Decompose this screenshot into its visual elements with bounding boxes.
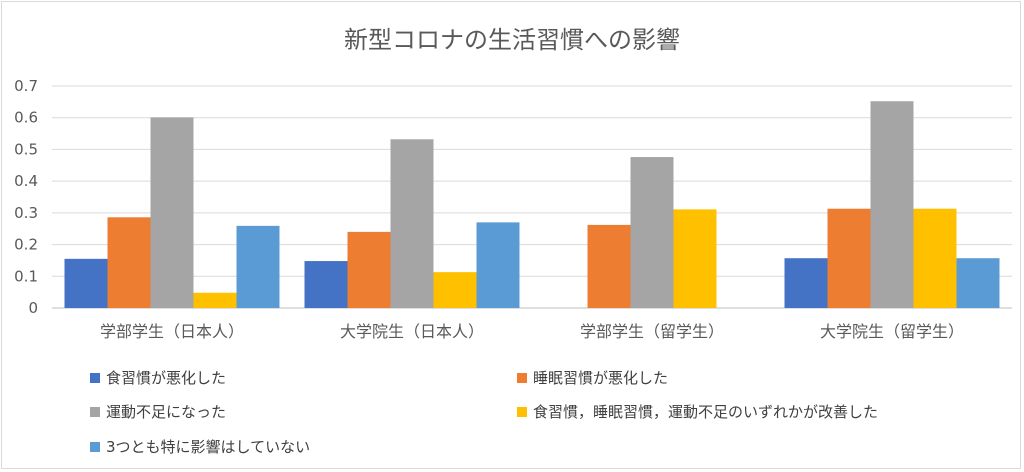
y-tick-label: 0.4 [14, 172, 38, 190]
bar [673, 209, 717, 308]
y-tick-label: 0 [28, 299, 38, 317]
y-tick-label: 0.5 [14, 140, 38, 158]
y-tick-label: 0.7 [14, 77, 38, 95]
bar [304, 261, 348, 308]
chart-title: 新型コロナの生活習慣への影響 [344, 26, 680, 54]
bar [64, 258, 108, 308]
x-tick-label: 学部学生（留学生） [580, 322, 724, 341]
bar [347, 231, 391, 308]
y-tick-label: 0.6 [14, 109, 38, 127]
bar [956, 258, 1000, 308]
y-axis: 0 0.1 0.2 0.3 0.4 0.5 0.6 0.7 [14, 77, 38, 317]
bar [433, 272, 477, 308]
bar [784, 258, 828, 308]
x-tick-label: 学部学生（日本人） [100, 322, 244, 341]
bar [193, 292, 237, 308]
bar [587, 224, 631, 308]
bar [390, 139, 434, 308]
x-tick-label: 大学院生（日本人） [340, 322, 484, 341]
bar [236, 225, 280, 308]
x-axis: 学部学生（日本人） 大学院生（日本人） 学部学生（留学生） 大学院生（留学生） [100, 322, 964, 341]
y-tick-label: 0.1 [14, 267, 38, 285]
bar [150, 117, 194, 308]
bar [630, 157, 674, 308]
bar [913, 208, 957, 308]
bars [64, 101, 1000, 308]
bar [870, 101, 914, 308]
y-tick-label: 0.2 [14, 236, 38, 254]
bar [107, 217, 151, 308]
y-tick-label: 0.3 [14, 204, 38, 222]
x-tick-label: 大学院生（留学生） [820, 322, 964, 341]
bar [476, 222, 520, 308]
bar [827, 208, 871, 308]
